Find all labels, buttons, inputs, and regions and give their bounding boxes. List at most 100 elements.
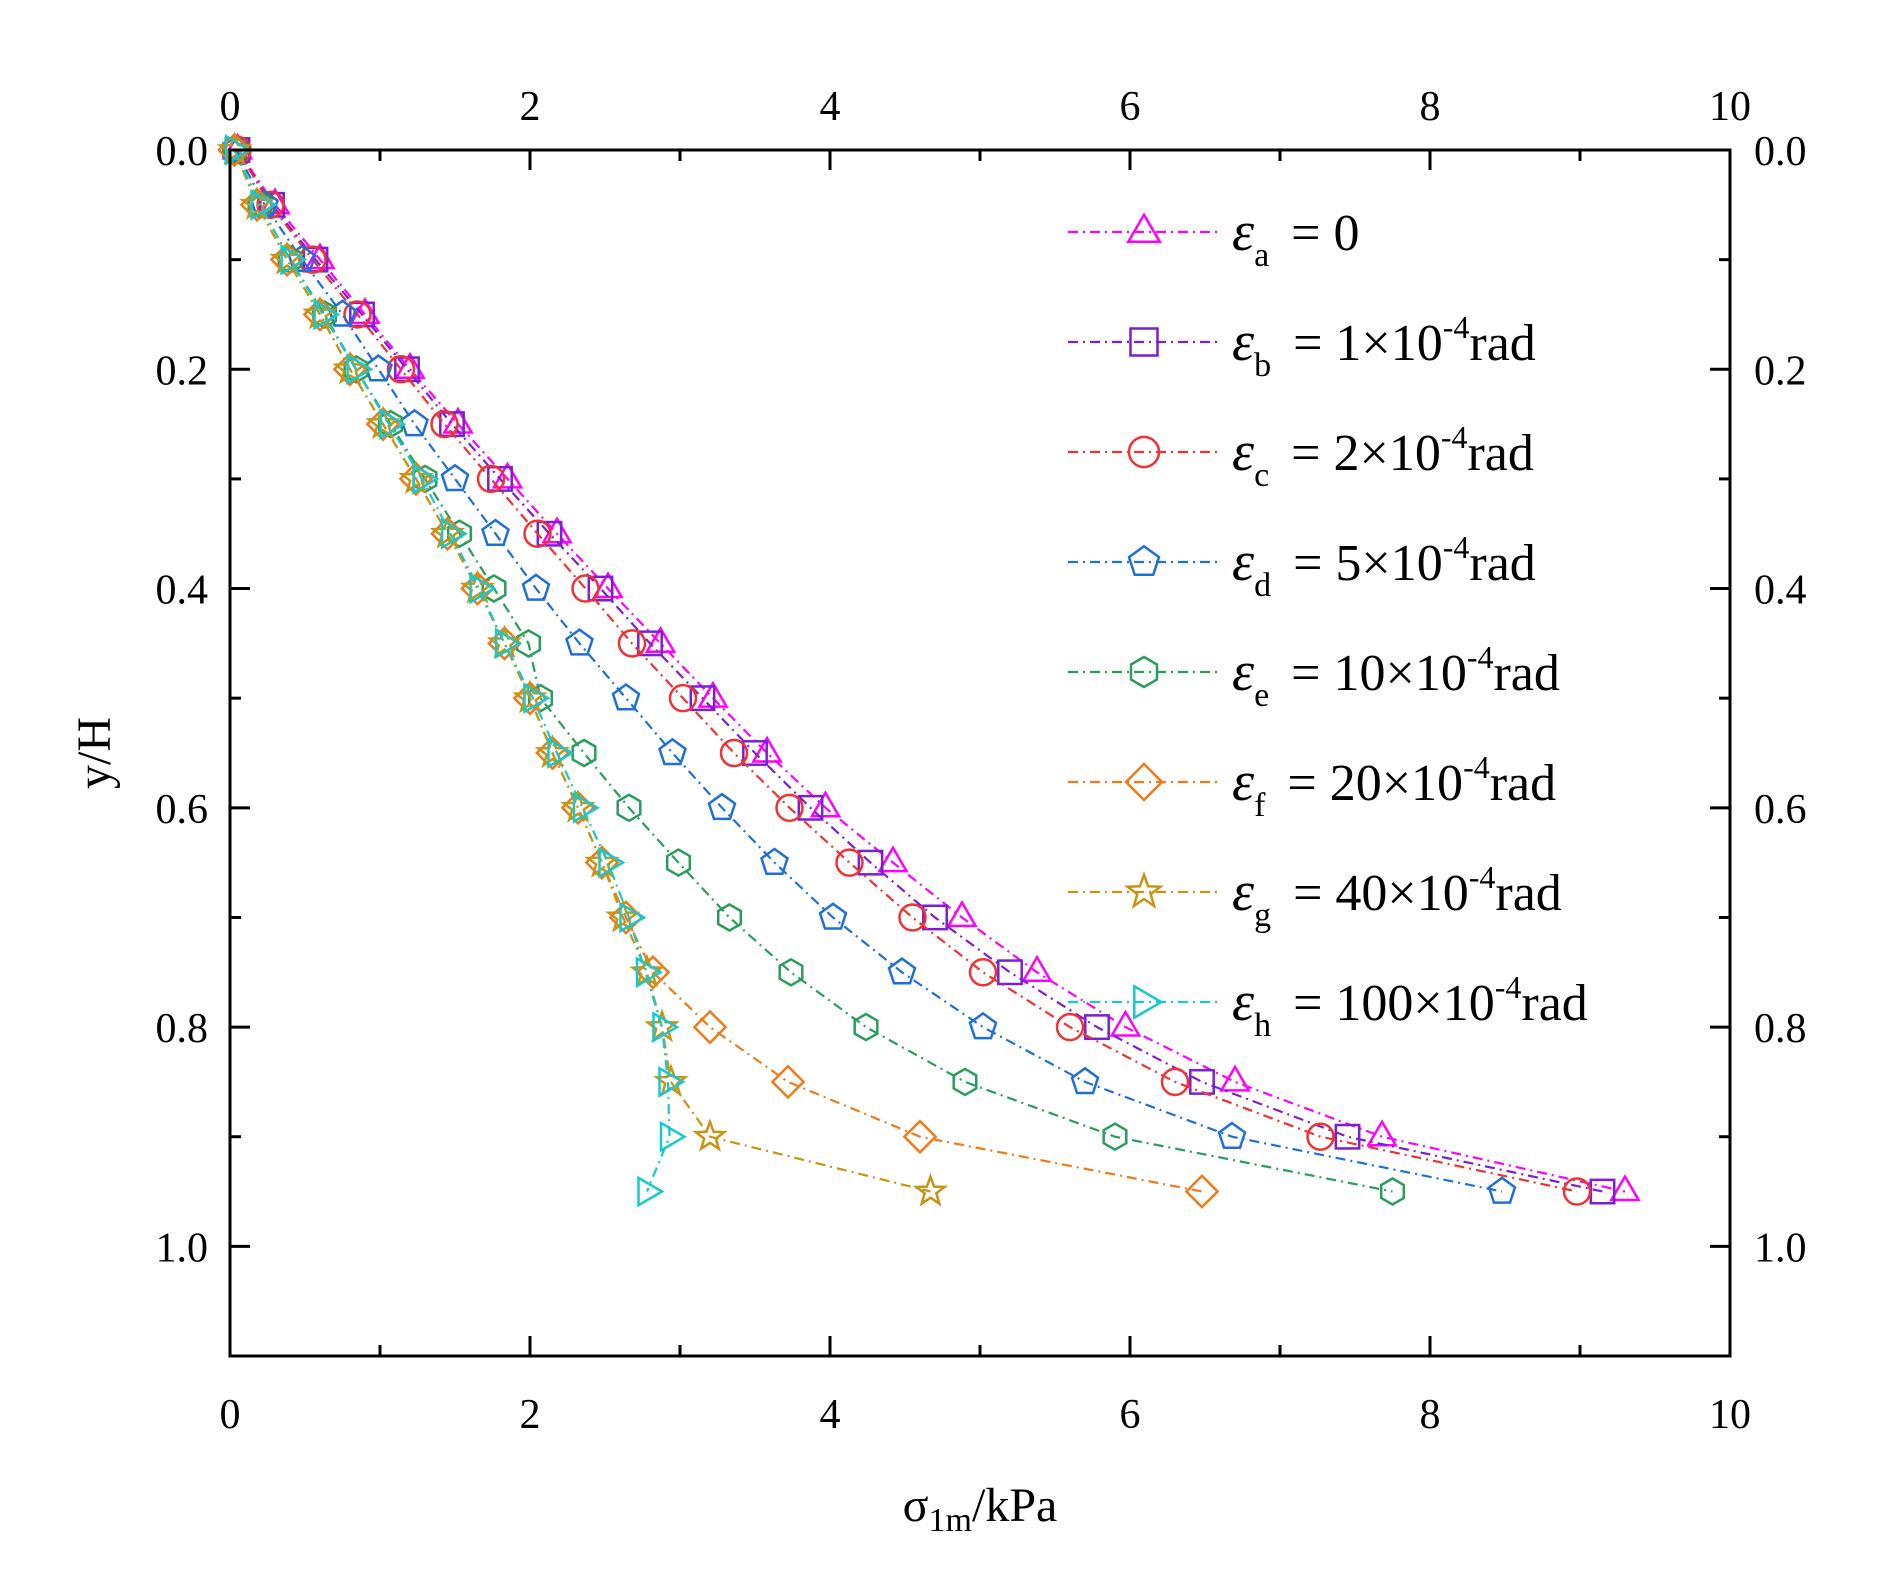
data-point-d <box>521 573 551 601</box>
data-point-h <box>523 682 551 714</box>
data-point-d <box>440 463 470 492</box>
data-point-a <box>1219 1064 1251 1092</box>
y-tick-label-left: 0.8 <box>156 1006 209 1052</box>
legend-unit: rad <box>1469 535 1535 592</box>
series-f <box>217 132 1220 1209</box>
x-tick-label-bottom: 0 <box>220 1392 241 1438</box>
data-point-h <box>469 572 497 605</box>
data-point-c <box>298 245 327 274</box>
legend-item: εh = 100×10-4rad <box>1068 969 1588 1044</box>
x-tick-label-top: 4 <box>820 84 841 130</box>
data-point-c <box>386 355 416 384</box>
legend-marker <box>1127 435 1161 469</box>
y-axis-title: y/H <box>68 717 121 789</box>
data-point-b <box>857 849 884 876</box>
data-point-h <box>658 1066 686 1098</box>
data-point-a <box>491 461 524 489</box>
data-point-d <box>481 518 510 547</box>
data-point-h <box>572 792 600 824</box>
data-point-h <box>619 901 647 934</box>
data-point-f <box>1184 1174 1220 1209</box>
y-tick-label-right: 0.6 <box>1754 787 1807 833</box>
data-point-c <box>430 409 459 439</box>
legend-marker <box>1133 984 1164 1020</box>
legend-symbol: ε <box>1232 751 1255 813</box>
legend-unit: rad <box>1467 425 1533 482</box>
legend-value: = 2×10 <box>1291 425 1441 482</box>
y-tick-label-left: 0.4 <box>156 568 209 614</box>
legend-unit: rad <box>1469 315 1535 372</box>
x-tick-label-top: 10 <box>1709 84 1751 130</box>
x-tick-label-bottom: 8 <box>1420 1392 1441 1438</box>
series-line-h <box>233 149 671 1192</box>
legend-item: εd = 5×10-4rad <box>1068 529 1536 604</box>
legend-symbol: ε <box>1232 201 1255 263</box>
data-point-h <box>313 298 341 331</box>
data-point-d <box>968 1011 998 1040</box>
legend-label: εh = 100×10-4rad <box>1232 969 1588 1044</box>
legend-exponent: -4 <box>1441 419 1468 455</box>
legend-item: εb = 1×10-4rad <box>1068 309 1536 384</box>
data-point-b <box>797 794 824 821</box>
data-point-b <box>742 740 768 766</box>
data-point-c <box>1306 1122 1335 1151</box>
x-tick-label-top: 2 <box>520 84 541 130</box>
legend-subscript: f <box>1254 787 1266 824</box>
legend-symbol: ε <box>1232 641 1255 703</box>
data-point-f <box>902 1119 938 1155</box>
data-point-g <box>912 1172 949 1207</box>
data-point-c <box>1160 1067 1190 1097</box>
data-point-f <box>487 626 522 661</box>
data-point-d <box>1070 1066 1100 1095</box>
data-point-b <box>922 904 948 931</box>
y-tick-label-left: 0.2 <box>156 348 209 394</box>
legend-exponent: -4 <box>1443 529 1470 565</box>
data-point-e <box>1102 1122 1128 1152</box>
data-point-c <box>523 519 552 548</box>
legend-exponent: -4 <box>1467 639 1494 675</box>
legend-item: εa = 0 <box>1068 201 1360 274</box>
data-point-g <box>692 1118 728 1152</box>
legend-value: = 100×10 <box>1293 975 1495 1032</box>
legend-marker <box>1127 544 1161 576</box>
data-point-b <box>587 575 614 602</box>
legend-value: = 0 <box>1291 205 1359 262</box>
legend-exponent: -4 <box>1463 749 1490 785</box>
y-tick-label-right: 0.8 <box>1754 1006 1807 1052</box>
data-point-h <box>598 846 626 879</box>
legend-item: εf = 20×10-4rad <box>1068 749 1556 824</box>
data-point-a <box>809 790 842 818</box>
data-point-d <box>1217 1121 1247 1150</box>
data-point-g <box>216 131 253 166</box>
series-h <box>224 134 687 1208</box>
series-line-e <box>233 149 1393 1193</box>
legend-label: εg = 40×10-4rad <box>1232 859 1562 934</box>
legend-symbol: ε <box>1232 421 1255 483</box>
data-point-d <box>760 847 789 875</box>
data-point-e <box>853 1012 879 1042</box>
legend-subscript: c <box>1254 457 1269 494</box>
legend-value: = 20×10 <box>1287 755 1463 812</box>
data-point-h <box>635 956 663 989</box>
legend-exponent: -4 <box>1469 859 1496 895</box>
legend-marker <box>1124 762 1164 802</box>
legend-label: εd = 5×10-4rad <box>1232 529 1536 604</box>
data-point-c <box>343 300 372 329</box>
data-point-h <box>440 517 468 550</box>
data-point-d <box>887 957 917 985</box>
data-point-b <box>1189 1068 1215 1095</box>
x-tick-label-bottom: 10 <box>1709 1392 1751 1438</box>
data-point-b <box>487 465 513 492</box>
legend-subscript: h <box>1254 1007 1271 1044</box>
data-point-e <box>616 793 642 823</box>
x-tick-label-bottom: 4 <box>820 1392 841 1438</box>
data-point-e <box>952 1067 978 1097</box>
y-tick-label-left: 0.0 <box>156 129 209 175</box>
legend-subscript: e <box>1254 677 1269 714</box>
legend-marker <box>1126 212 1162 244</box>
data-point-c <box>1055 1012 1085 1042</box>
data-point-e <box>778 957 804 987</box>
legend-symbol: ε <box>1232 861 1255 923</box>
legend-subscript: g <box>1254 897 1271 934</box>
